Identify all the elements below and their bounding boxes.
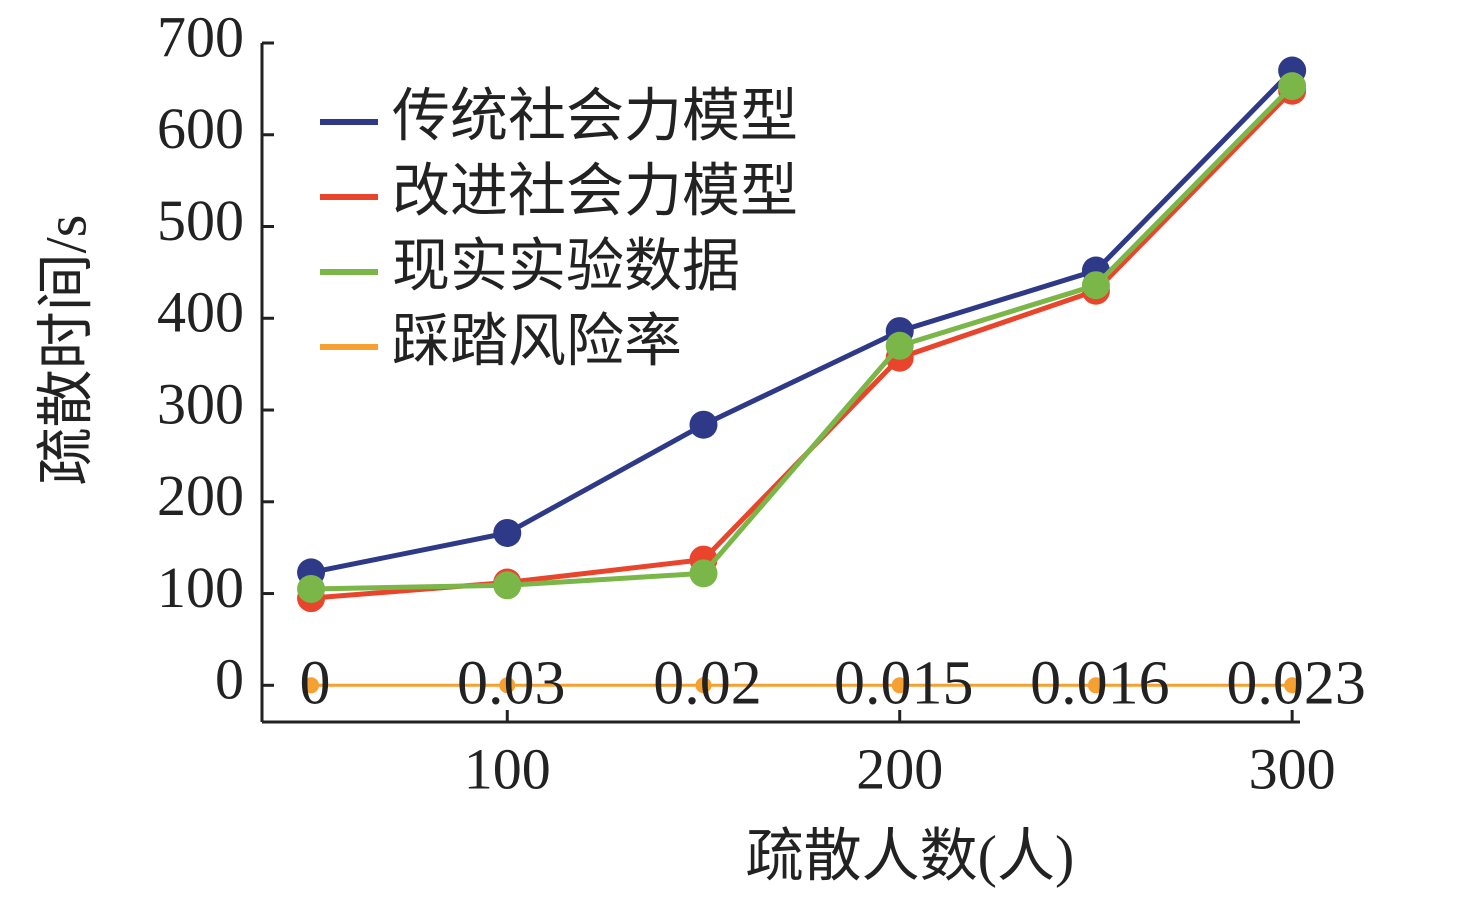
y-tick-label: 0 <box>215 647 244 712</box>
point <box>297 574 326 603</box>
y-tick-label: 500 <box>157 188 244 253</box>
value-label: 0.015 <box>834 650 974 718</box>
x-tick-label: 300 <box>1249 736 1336 801</box>
point <box>1087 677 1104 694</box>
y-tick-label: 300 <box>157 371 244 436</box>
value-label: 0.02 <box>653 650 762 718</box>
legend-label: 传统社会力模型 <box>392 83 798 148</box>
point <box>1081 271 1110 300</box>
value-label: 0.023 <box>1226 650 1366 718</box>
y-tick-label: 100 <box>157 555 244 620</box>
value-label: 0 <box>300 650 331 718</box>
point <box>885 331 914 360</box>
y-axis-title: 疏散时间/s <box>33 215 98 486</box>
legend-label: 改进社会力模型 <box>392 158 798 223</box>
point <box>1284 677 1301 694</box>
y-tick-label: 700 <box>157 4 244 69</box>
x-tick-label: 200 <box>856 736 943 801</box>
value-label: 0.03 <box>457 650 566 718</box>
y-tick-label: 600 <box>157 96 244 161</box>
point <box>499 677 516 694</box>
series-line <box>310 68 1294 575</box>
value-label: 0.016 <box>1030 650 1170 718</box>
point <box>493 518 522 547</box>
x-tick-label: 100 <box>464 736 551 801</box>
point <box>493 571 522 600</box>
legend-label: 现实实验数据 <box>392 233 740 298</box>
legend-label: 踩踏风险率 <box>392 308 682 373</box>
x-axis-title: 疏散人数(人) <box>746 823 1075 888</box>
point <box>695 677 712 694</box>
series-line <box>311 84 1294 592</box>
point <box>689 559 718 588</box>
point <box>689 410 718 439</box>
point <box>1278 72 1307 101</box>
y-tick-label: 200 <box>157 463 244 528</box>
point <box>891 677 908 694</box>
point <box>303 677 320 694</box>
y-tick-label: 400 <box>157 280 244 345</box>
